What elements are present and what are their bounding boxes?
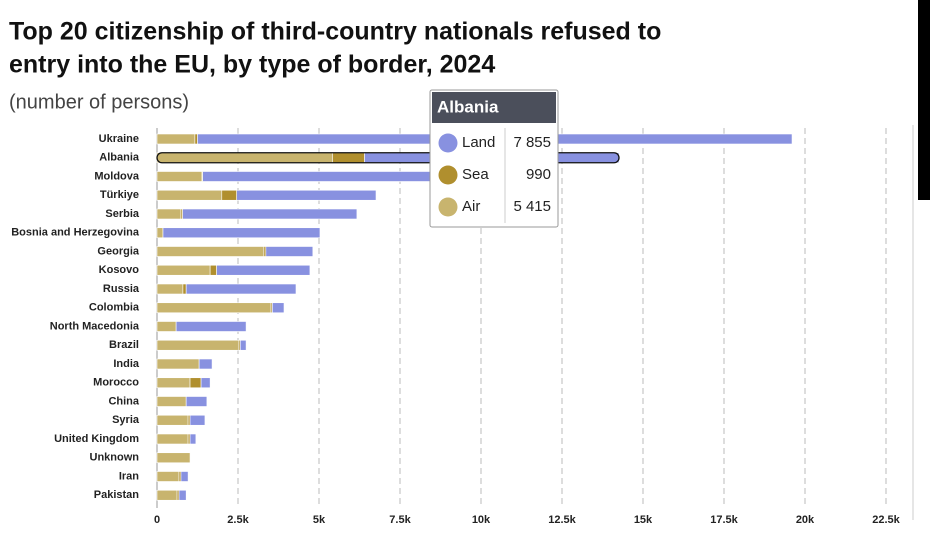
bar-segment bbox=[189, 377, 202, 389]
bar-segment bbox=[156, 358, 200, 370]
y-tick-label: Türkiye bbox=[100, 189, 139, 201]
bar-segment bbox=[156, 208, 182, 220]
bar-segment bbox=[332, 152, 365, 164]
x-tick-label: 10k bbox=[472, 514, 491, 526]
x-tick-label: 17.5k bbox=[710, 514, 738, 526]
bar-segment bbox=[209, 264, 217, 276]
bar-segment bbox=[265, 246, 314, 257]
x-tick-label: 12.5k bbox=[548, 514, 576, 526]
bar-segment bbox=[236, 189, 377, 201]
legend-label: Air bbox=[462, 198, 480, 215]
tooltip-value: 5 415 bbox=[513, 198, 551, 215]
chart-title: entry into the EU, by type of border, 20… bbox=[9, 51, 495, 79]
bar-segment bbox=[156, 171, 203, 182]
x-tick-label: 22.5k bbox=[872, 514, 900, 526]
legend-marker bbox=[438, 197, 458, 217]
bar-segment bbox=[156, 264, 211, 276]
bar-segment bbox=[156, 471, 180, 482]
bar-segment bbox=[272, 302, 285, 314]
x-tick-label: 2.5k bbox=[227, 514, 249, 526]
y-tick-label: Colombia bbox=[89, 302, 140, 314]
bar-highlight bbox=[156, 152, 620, 164]
y-tick-label: Georgia bbox=[97, 245, 139, 257]
bar-segment bbox=[239, 339, 247, 351]
y-tick-label: Syria bbox=[112, 414, 140, 426]
bar-segment bbox=[175, 321, 247, 332]
bar-segment bbox=[185, 396, 208, 407]
y-tick-label: Kosovo bbox=[99, 264, 140, 276]
y-tick-label: Ukraine bbox=[99, 133, 139, 145]
bar-segment bbox=[198, 358, 213, 370]
bar-segment bbox=[189, 414, 206, 426]
bar-segment bbox=[221, 189, 238, 201]
y-tick-label: Serbia bbox=[105, 208, 140, 220]
y-tick-label: China bbox=[108, 395, 139, 407]
x-tick-label: 20k bbox=[796, 514, 815, 526]
bar-segment bbox=[182, 283, 187, 295]
tooltip-value: 990 bbox=[526, 166, 551, 183]
bar-segment bbox=[182, 208, 358, 220]
y-tick-label: Pakistan bbox=[94, 489, 140, 501]
bar-segment bbox=[200, 377, 211, 389]
bar-segment bbox=[156, 414, 189, 426]
bar-segment bbox=[156, 302, 272, 314]
bar-segment bbox=[189, 433, 197, 445]
x-tick-label: 15k bbox=[634, 514, 653, 526]
bar-segment bbox=[156, 189, 223, 201]
legend-label: Sea bbox=[462, 166, 489, 183]
y-tick-label: North Macedonia bbox=[50, 320, 140, 332]
bar-segment bbox=[156, 452, 191, 464]
tooltip-box bbox=[429, 89, 559, 228]
bar-segment bbox=[156, 377, 191, 389]
bar-segment bbox=[178, 489, 187, 501]
y-tick-label: Bosnia and Herzegovina bbox=[11, 227, 140, 239]
chart-title: Top 20 citizenship of third-country nati… bbox=[9, 18, 661, 46]
y-tick-label: United Kingdom bbox=[54, 433, 139, 445]
y-tick-label: Morocco bbox=[93, 377, 139, 389]
window-edge bbox=[918, 0, 930, 200]
tooltip-title: Albania bbox=[437, 97, 499, 116]
bar-segment bbox=[185, 283, 297, 295]
y-tick-label: Albania bbox=[99, 152, 140, 164]
bar-segment bbox=[156, 152, 333, 164]
y-tick-label: Iran bbox=[119, 470, 139, 482]
legend-marker bbox=[438, 133, 458, 153]
bar-segment bbox=[156, 396, 187, 407]
legend-marker bbox=[438, 165, 458, 185]
y-tick-label: Russia bbox=[103, 283, 140, 295]
bar-segment bbox=[156, 283, 184, 295]
bar-segment bbox=[194, 133, 198, 145]
y-tick-label: Unknown bbox=[90, 452, 140, 464]
bar-segment bbox=[156, 133, 196, 145]
bar-segment bbox=[156, 246, 265, 257]
y-tick-label: India bbox=[113, 358, 140, 370]
bar-segment bbox=[216, 264, 311, 276]
chart-subtitle: (number of persons) bbox=[9, 91, 189, 113]
tooltip-value: 7 855 bbox=[513, 134, 551, 151]
bar-segment bbox=[180, 471, 189, 482]
bar-segment bbox=[156, 489, 178, 501]
bar-segment bbox=[156, 321, 177, 332]
y-tick-label: Moldova bbox=[94, 170, 139, 182]
x-tick-label: 5k bbox=[313, 514, 326, 526]
legend-label: Land bbox=[462, 134, 495, 151]
x-tick-label: 0 bbox=[154, 514, 160, 526]
tooltip-header bbox=[432, 92, 556, 123]
bar-segment bbox=[162, 227, 321, 239]
y-tick-label: Brazil bbox=[109, 339, 139, 351]
bar-segment bbox=[156, 339, 240, 351]
bar-segment bbox=[156, 433, 189, 445]
x-tick-label: 7.5k bbox=[389, 514, 411, 526]
bar-segment bbox=[156, 227, 164, 239]
